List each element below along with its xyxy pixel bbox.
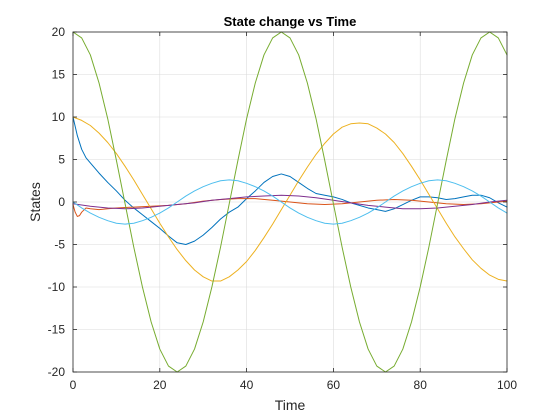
y-tick-label: -10 — [48, 280, 66, 294]
x-tick-label: 60 — [327, 378, 341, 392]
series-line-4 — [72, 194, 508, 210]
chart-title: State change vs Time — [224, 14, 357, 29]
series-line-6 — [72, 179, 508, 225]
y-tick-label: 15 — [52, 68, 66, 82]
x-tick-label: 40 — [240, 378, 254, 392]
y-tick-label: 5 — [58, 153, 65, 167]
x-tick-label: 100 — [497, 378, 517, 392]
y-tick-labels: -20 -15 -10 -5 0 5 10 15 20 — [48, 25, 66, 379]
x-axis-label: Time — [275, 397, 306, 413]
x-tick-labels: 0 20 40 60 80 100 — [70, 378, 518, 392]
series-line-2 — [72, 198, 508, 217]
tick-marks — [72, 31, 508, 373]
y-tick-label: -20 — [48, 365, 66, 379]
x-tick-label: 20 — [153, 378, 167, 392]
x-tick-label: 80 — [414, 378, 428, 392]
series-line-1 — [72, 116, 508, 245]
series-line-5 — [72, 31, 508, 373]
x-tick-label: 0 — [70, 378, 77, 392]
y-tick-label: 10 — [52, 110, 66, 124]
y-tick-label: 20 — [52, 25, 66, 39]
y-tick-label: -15 — [48, 323, 66, 337]
y-tick-label: 0 — [58, 195, 65, 209]
series-group — [72, 31, 508, 373]
y-tick-label: -5 — [54, 238, 65, 252]
y-axis-label: States — [27, 182, 43, 222]
